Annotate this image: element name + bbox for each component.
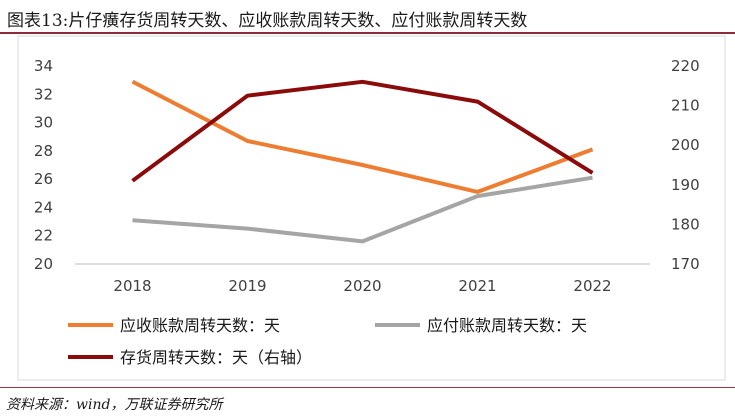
y-left-tick-label: 24 xyxy=(34,198,53,216)
y-right-tick-label: 170 xyxy=(671,255,700,273)
y-left-tick-label: 34 xyxy=(34,57,53,75)
y-right-tick-label: 210 xyxy=(671,97,700,115)
plot-frame xyxy=(17,35,726,381)
series-lines xyxy=(131,79,594,244)
series-line xyxy=(132,175,593,244)
y-left-tick-label: 26 xyxy=(34,170,53,188)
y-left-tick-label: 22 xyxy=(34,227,53,245)
source-note: 资料来源：wind，万联证券研究所 xyxy=(6,397,223,413)
y-left-tick-label: 30 xyxy=(34,114,53,132)
legend-label: 应收账款周转天数：天 xyxy=(120,316,280,335)
x-tick-label: 2020 xyxy=(343,277,381,295)
series-line xyxy=(131,79,594,194)
y-left-tick-label: 20 xyxy=(34,255,53,273)
y-right-tick-label: 220 xyxy=(671,57,700,75)
y-right-tick-label: 180 xyxy=(671,215,700,233)
y-right-tick-label: 190 xyxy=(671,176,700,194)
x-tick-label: 2022 xyxy=(573,277,611,295)
y-right-tick-label: 200 xyxy=(671,136,700,154)
figure-title: 图表13:片仔癀存货周转天数、应收账款周转天数、应付账款周转天数 xyxy=(7,11,528,31)
series-line xyxy=(131,79,594,183)
legend-label: 应付账款周转天数：天 xyxy=(427,316,587,335)
y-left-tick-label: 28 xyxy=(34,142,53,160)
x-tick-label: 2019 xyxy=(228,277,266,295)
y-left-tick-label: 32 xyxy=(34,85,53,103)
x-tick-label: 2018 xyxy=(113,277,151,295)
legend-label: 存货周转天数：天（右轴） xyxy=(120,348,312,367)
x-tick-label: 2021 xyxy=(458,277,496,295)
title-rule xyxy=(0,32,735,34)
bottom-rule xyxy=(0,387,735,388)
